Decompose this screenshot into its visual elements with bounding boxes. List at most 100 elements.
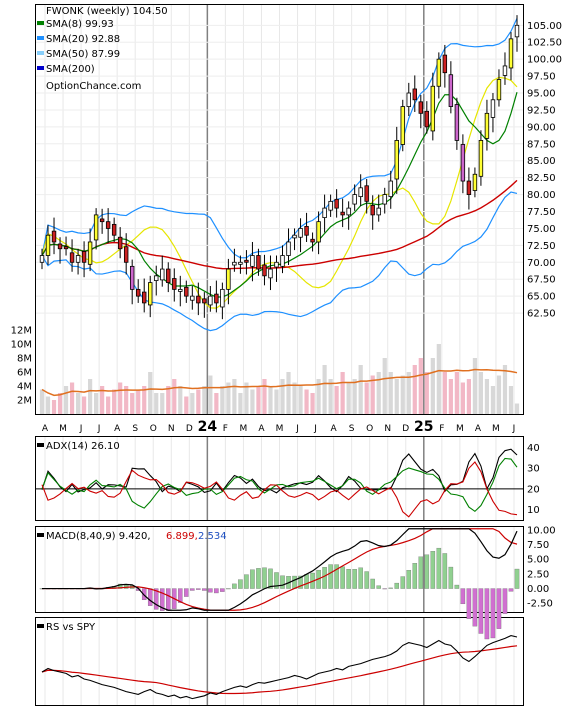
macd-histogram-bar (117, 583, 123, 589)
macd-histogram-bar (274, 572, 279, 589)
volume-bar (406, 372, 411, 414)
candle-body (190, 295, 195, 301)
volume-bar (63, 386, 69, 414)
candle-body (286, 241, 291, 256)
candle-body (178, 288, 183, 292)
volume-bar (268, 386, 273, 414)
volume-bar (280, 379, 285, 414)
legend-sma200: SMA(200) (46, 64, 95, 75)
volume-tick-label: 10M (11, 340, 32, 351)
volume-bar (370, 375, 375, 414)
macd-histogram-bar (346, 569, 351, 589)
macd-histogram-bar (424, 554, 430, 589)
adx-tick-label: 30 (527, 464, 540, 475)
macd-histogram-bar (238, 579, 243, 589)
volume-bar (364, 382, 369, 414)
candle-body (123, 246, 129, 263)
macd-histogram-bar (153, 588, 159, 610)
macd-histogram-bar (256, 568, 261, 589)
x-label: J (79, 424, 83, 434)
candle-body (496, 79, 502, 101)
macd-histogram-bar (478, 588, 484, 634)
macd-histogram-bar (406, 570, 412, 589)
adx-tick-label: 20 (527, 484, 540, 495)
volume-bar (460, 382, 465, 414)
macd-histogram-bar (352, 569, 357, 589)
panel-frames (35, 4, 524, 706)
macd-histogram-bar (244, 574, 249, 589)
candle-body (292, 234, 297, 239)
volume-bar (478, 372, 484, 414)
volume-bar (190, 393, 195, 414)
volume-bar (100, 386, 105, 414)
candle-body (220, 288, 225, 308)
volume-bars (39, 344, 520, 414)
x-label: N (168, 424, 175, 434)
candle-body (244, 259, 249, 263)
candle-body (508, 38, 514, 69)
volume-bar (256, 386, 261, 414)
x-label: 25 (414, 419, 433, 435)
volume-bar (69, 382, 75, 414)
volume-tick-label: 2M (17, 396, 32, 407)
x-label: D (402, 424, 409, 434)
macd-histogram-bar (141, 588, 147, 601)
x-label: N (384, 424, 391, 434)
candle-body (208, 295, 213, 306)
candle-body (63, 246, 69, 250)
macd-histogram-bar (298, 575, 303, 589)
candle-body (117, 236, 123, 250)
x-label: M (492, 424, 500, 434)
volume-bar (508, 386, 514, 414)
x-label: M (240, 424, 248, 434)
x-axis-labels: A M J J A S O N D 24 F M A M J J A S O N D 25 F M A M J (42, 419, 515, 435)
macd-histogram-bar (262, 567, 267, 589)
candle-body (232, 261, 237, 266)
volume-bar (376, 372, 381, 414)
rs-label: RS vs SPY (46, 622, 96, 633)
volume-bar (490, 386, 496, 414)
legend-sma8: SMA(8) 99.93 (46, 19, 114, 30)
price-panel-frame (35, 4, 524, 415)
candle-body (81, 251, 87, 263)
candle-body (328, 200, 333, 211)
macd-histogram-bar (334, 564, 339, 589)
macd-histogram-bar (304, 574, 309, 589)
x-label: J (97, 424, 101, 434)
macd-histogram-bar (484, 588, 490, 640)
candle-body (202, 298, 207, 304)
x-label: F (223, 424, 228, 434)
candle-body (39, 255, 45, 263)
volume-bar (196, 389, 201, 414)
macd-histogram-bar (490, 588, 496, 639)
candle-body (442, 54, 448, 74)
x-label: O (150, 424, 157, 434)
macd-histogram-bar (214, 588, 219, 594)
volume-bar (442, 372, 447, 414)
candle-body (316, 221, 321, 243)
volume-bar (208, 375, 213, 414)
price-tick-label: 62.50 (527, 309, 556, 320)
candle-body (142, 291, 147, 304)
macd-histogram-bar (159, 588, 165, 611)
volume-bar (358, 365, 363, 414)
volume-bar (112, 389, 117, 414)
adx-lines (36, 448, 523, 518)
candle-body (322, 207, 327, 219)
legend-sma50: SMA(50) 87.99 (46, 49, 120, 60)
x-label: A (42, 424, 49, 434)
candle-body (352, 194, 357, 205)
price-tick-label: 72.50 (527, 241, 556, 252)
watermark: OptionChance.com (46, 81, 141, 92)
candle-body (436, 58, 442, 87)
volume-bar (424, 372, 429, 414)
macd-histogram-bar (454, 584, 460, 589)
volume-bar (160, 393, 165, 414)
price-tick-label: 85.00 (527, 156, 556, 167)
legend-swatch-sma8 (37, 21, 44, 25)
price-tick-label: 102.50 (527, 38, 562, 49)
volume-bar (184, 396, 189, 414)
macd-histogram-bar (226, 588, 231, 590)
rs-sma-line (41, 645, 518, 695)
candle-body (160, 268, 165, 281)
